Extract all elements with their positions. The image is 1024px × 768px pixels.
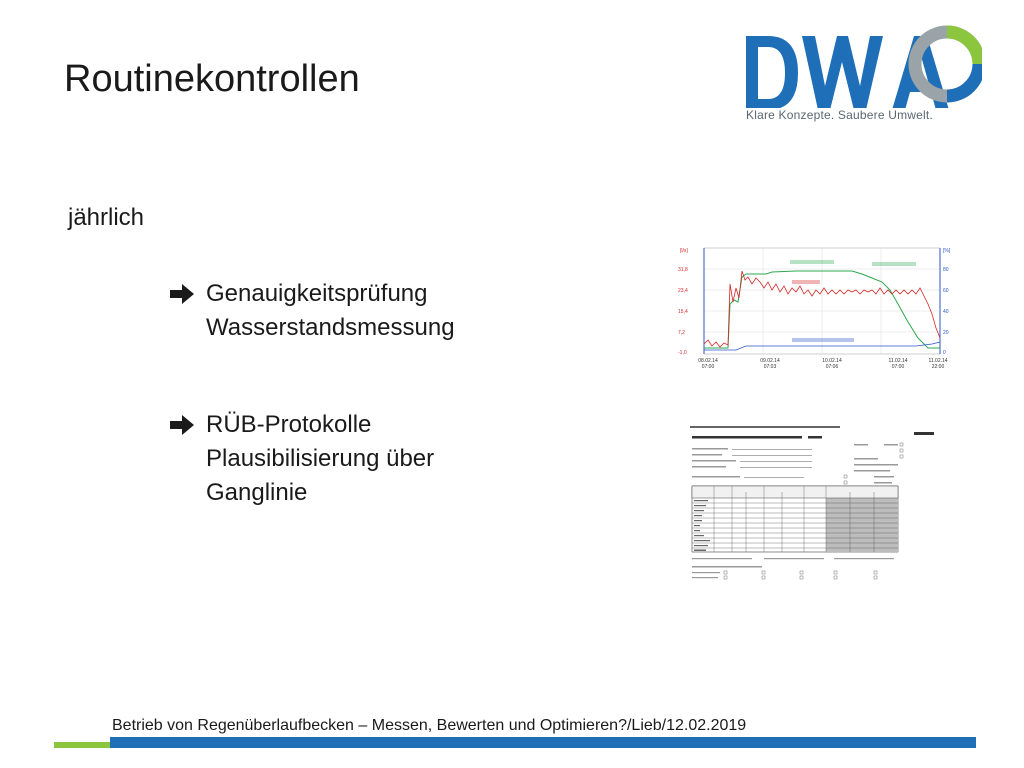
right-arrow-icon	[170, 415, 194, 435]
chart-right-tick: 40	[943, 309, 949, 315]
chart-x-tick: 10.02.14	[822, 358, 842, 364]
bullet-text: Ganglinie	[206, 479, 308, 506]
bullet-text: Wasserstandsmessung	[206, 314, 455, 341]
chart-left-unit: [l/s]	[680, 248, 688, 254]
chart-x-tick: 09.02.14	[760, 358, 780, 364]
chart-x-tick: 07:00	[892, 364, 905, 370]
chart-right-tick: 0	[943, 350, 946, 356]
chart-x-tick: 11.02.14	[928, 358, 947, 364]
chart-right-tick: 20	[943, 330, 949, 336]
bullet-text: Plausibilisierung über	[206, 445, 435, 472]
chart-left-tick: 7,2	[678, 330, 685, 336]
chart-left-tick: 23,4	[678, 288, 688, 294]
right-arrow-icon	[170, 284, 194, 304]
footer-bar	[110, 737, 976, 748]
chart-x-tick: 08.02.14	[698, 358, 718, 364]
chart-x-tick: 07:06	[826, 364, 839, 370]
chart-x-tick: 07:00	[702, 364, 715, 370]
hydrograph-chart-image: 31,8 23,4 15,4 7,2 -1,0 [l/s] [%] 80 60 …	[676, 244, 952, 376]
hydrograph-chart-svg: 31,8 23,4 15,4 7,2 -1,0 [l/s] [%] 80 60 …	[676, 244, 952, 376]
dwa-logo-mark	[746, 25, 982, 108]
rub-protocol-form-svg	[684, 418, 940, 584]
page-title: Routinekontrollen	[64, 58, 360, 100]
chart-left-tick: -1,0	[678, 350, 687, 356]
chart-left-tick: 15,4	[678, 309, 688, 315]
footer-accent-bar	[54, 742, 110, 748]
chart-x-tick: 07:03	[764, 364, 777, 370]
chart-right-tick: 80	[943, 267, 949, 273]
bullet-text: RÜB-Protokolle	[206, 411, 372, 438]
footer-text: Betrieb von Regenüberlaufbecken – Messen…	[112, 717, 747, 734]
bullet-text: Genauigkeitsprüfung	[206, 280, 428, 307]
chart-x-tick: 11.02.14	[888, 358, 907, 364]
logo-tagline: Klare Konzepte. Saubere Umwelt.	[746, 108, 933, 122]
chart-left-tick: 31,8	[678, 267, 688, 273]
section-label: jährlich	[68, 204, 145, 231]
dwa-logo: Klare Konzepte. Saubere Umwelt.	[742, 14, 982, 126]
chart-right-tick: 60	[943, 288, 949, 294]
rub-protocol-form-image	[684, 418, 940, 584]
chart-x-tick: 22:00	[932, 364, 945, 370]
chart-right-unit: [%]	[943, 248, 951, 254]
